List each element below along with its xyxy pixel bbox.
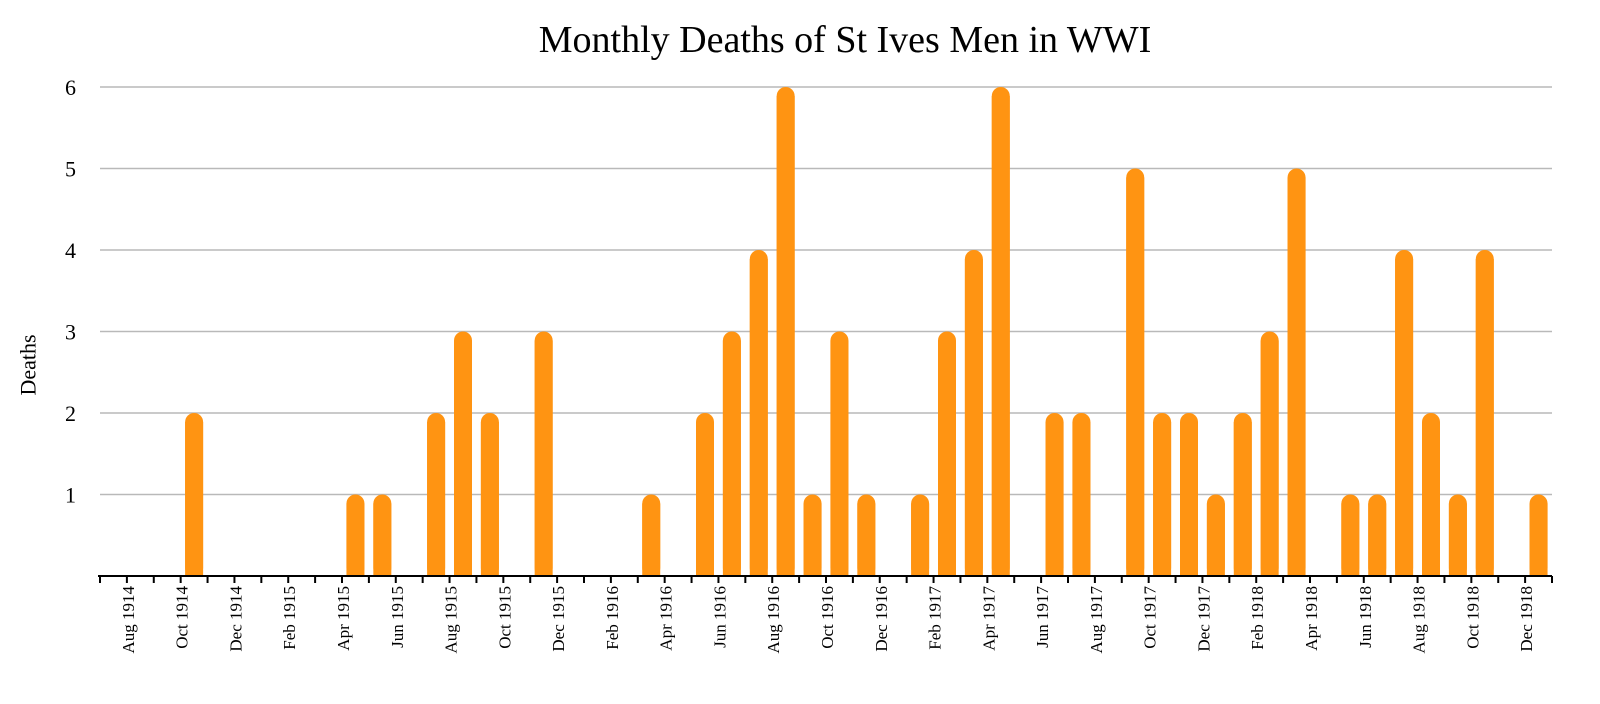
x-tick-label: Aug 1914 — [119, 586, 138, 654]
x-tick-label: Oct 1916 — [818, 586, 837, 649]
bar-base — [1072, 422, 1091, 576]
bar-base — [1206, 503, 1225, 576]
bar-base — [373, 503, 392, 576]
bar-base — [1475, 259, 1494, 576]
bar-base — [911, 503, 930, 576]
bar-base — [1368, 503, 1387, 576]
x-tick-label: Aug 1918 — [1410, 586, 1429, 654]
x-tick-label: Jun 1916 — [710, 586, 729, 648]
bar-base — [938, 340, 956, 576]
x-tick-label: Feb 1916 — [603, 586, 622, 650]
x-tick-label: Dec 1915 — [549, 586, 568, 652]
x-tick-label: Jun 1918 — [1356, 586, 1375, 648]
x-tick-label: Apr 1915 — [334, 586, 353, 651]
y-tick-label: 4 — [65, 238, 76, 263]
bar-base — [346, 503, 365, 576]
x-tick-label: Feb 1917 — [926, 586, 945, 650]
x-tick-label: Apr 1918 — [1302, 586, 1321, 651]
y-tick-label: 1 — [65, 483, 76, 508]
x-tick-label: Apr 1916 — [657, 586, 676, 651]
y-tick-label: 2 — [65, 401, 76, 426]
bar-base — [1422, 422, 1440, 576]
x-tick-label: Dec 1916 — [872, 586, 891, 652]
y-tick-label: 6 — [65, 75, 76, 100]
bar-base — [427, 422, 446, 576]
bar-base — [1448, 503, 1467, 576]
bar-base — [991, 96, 1010, 576]
bar-base — [534, 340, 553, 576]
bar-base — [696, 422, 714, 576]
x-tick-label: Oct 1918 — [1463, 586, 1482, 649]
bar-base — [964, 259, 983, 576]
bar-base — [454, 340, 472, 576]
x-tick-label: Feb 1918 — [1248, 586, 1267, 650]
x-tick-label: Aug 1917 — [1087, 586, 1106, 654]
bar-base — [1529, 503, 1548, 576]
chart-title: Monthly Deaths of St Ives Men in WWI — [538, 19, 1152, 61]
x-tick-label: Dec 1917 — [1194, 586, 1213, 652]
bar-base — [1287, 177, 1306, 576]
bar-base — [1260, 340, 1279, 576]
bar-base — [722, 340, 741, 576]
bar-base — [830, 340, 849, 576]
x-tick-label: Oct 1917 — [1141, 586, 1160, 649]
y-tick-label: 3 — [65, 320, 76, 345]
x-tick-label: Dec 1918 — [1517, 586, 1536, 652]
x-tick-label: Jun 1917 — [1033, 586, 1052, 648]
x-tick-label: Aug 1915 — [442, 586, 461, 654]
y-tick-label: 5 — [65, 157, 76, 182]
x-tick-label: Oct 1914 — [173, 586, 192, 649]
bar-base — [857, 503, 876, 576]
bar-base — [749, 259, 768, 576]
bar-base — [803, 503, 822, 576]
bar-base — [480, 422, 499, 576]
bar-base — [1045, 422, 1064, 576]
bar-base — [1233, 422, 1252, 576]
x-tick-label: Aug 1916 — [764, 586, 783, 654]
x-tick-label: Oct 1915 — [495, 586, 514, 649]
bar-base — [1341, 503, 1360, 576]
bar-base — [185, 422, 204, 576]
bar-base — [1153, 422, 1172, 576]
bar-base — [1180, 422, 1198, 576]
x-tick-label: Dec 1914 — [226, 586, 245, 652]
bar-base — [642, 503, 661, 576]
bar-base — [776, 96, 795, 576]
bar-base — [1126, 177, 1145, 576]
x-tick-label: Feb 1915 — [280, 586, 299, 650]
x-tick-label: Apr 1917 — [979, 586, 998, 651]
x-tick-label: Jun 1915 — [388, 586, 407, 648]
bar-base — [1395, 259, 1414, 576]
